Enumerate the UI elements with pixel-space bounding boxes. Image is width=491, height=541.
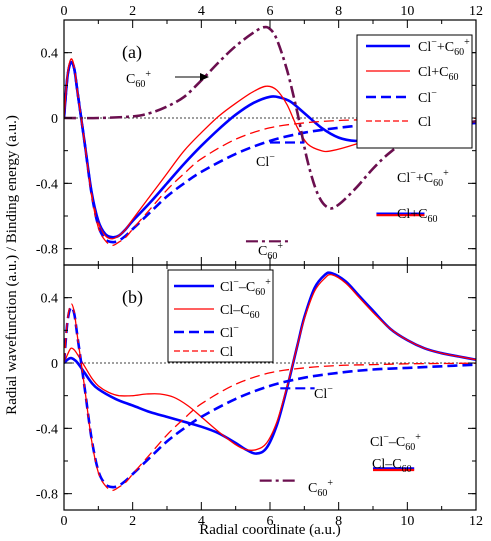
legend-a-label-2: Cl+C60 [418,65,458,83]
level-label-cl-c60-a: Cl+C60 [397,207,437,225]
x-tick-label-top: 10 [400,4,414,19]
x-tick-label-top: 0 [61,4,68,19]
annotation-c60-plus-a: C60+ [126,69,151,90]
x-tick-label: 4 [198,514,205,529]
legend-a-label-4: Cl [418,115,431,130]
x-tick-label-top: 2 [129,4,136,19]
y-tick-label: 0 [51,357,58,372]
series-line-a-4 [64,58,476,247]
panel-label-a: (a) [122,42,142,63]
x-tick-label: 12 [469,514,483,529]
series-line-b-2 [64,273,476,451]
panel-a [64,25,476,247]
x-tick-label: 10 [400,514,414,529]
arrow-head-icon [200,73,209,81]
legend-b-label-4: Cl [220,345,233,360]
panel-b [64,271,476,492]
x-tick-label-top: 8 [335,4,342,19]
series-line-b-4 [64,303,476,492]
x-tick-label: 2 [129,514,136,529]
legend-b: Cl−–C60+ Cl–C60 Cl− Cl [167,269,274,363]
series-line-b-3 [64,305,476,489]
axes-frame: -0.8 -0.4 0 0.4 0 2 4 6 8 10 12 -0.8 -0.4 0 0.4 0 2 4 6 8 10… [36,4,483,529]
x-tick-label-top: 4 [198,4,205,19]
legend-a-box [356,34,473,149]
x-axis-title: Radial coordinate (a.u.) [199,522,341,538]
x-tick-label: 6 [267,514,274,529]
y-tick-label: -0.8 [36,488,58,503]
x-tick-label: 0 [61,514,68,529]
series-line-b-1 [64,271,476,455]
plot-frame [63,264,477,511]
level-label-c60-plus-a: C60+ [258,241,283,262]
y-tick-label: -0.8 [36,243,58,258]
y-tick-label: -0.4 [36,422,58,437]
y-tick-label: 0 [51,112,58,127]
panel-label-b: (b) [122,287,143,308]
y-axis-title: Radial wavefunction (a.u.) / Binding ene… [4,115,20,415]
series-line-a-3 [64,60,476,244]
y-tick-label: 0.4 [41,47,59,62]
x-tick-label-top: 12 [469,4,483,19]
legend-a: Cl−+C60+ Cl+C60 Cl− Cl [356,34,473,149]
y-tick-label: -0.4 [36,177,58,192]
x-tick-label-top: 6 [267,4,274,19]
x-tick-label: 8 [335,514,342,529]
y-tick-label: 0.4 [41,292,59,307]
level-label-c60-plus-b: C60+ [308,478,333,499]
series-line-a-5 [64,25,476,210]
